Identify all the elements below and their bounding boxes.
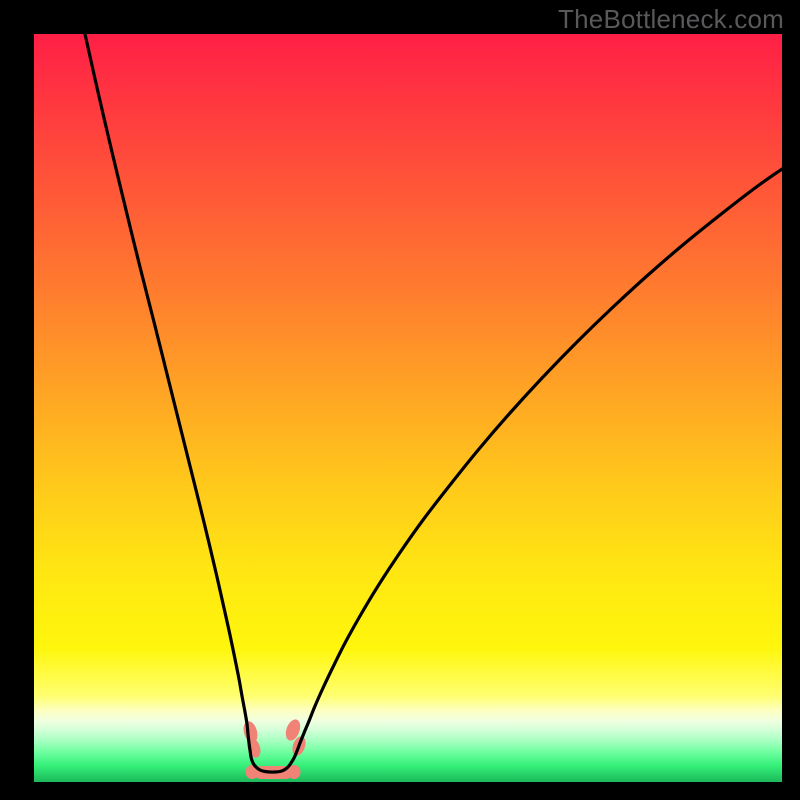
chart-frame: TheBottleneck.com: [0, 0, 800, 800]
bottleneck-curve-chart: [34, 34, 782, 782]
watermark-label: TheBottleneck.com: [558, 4, 784, 35]
gradient-background: [34, 34, 782, 782]
